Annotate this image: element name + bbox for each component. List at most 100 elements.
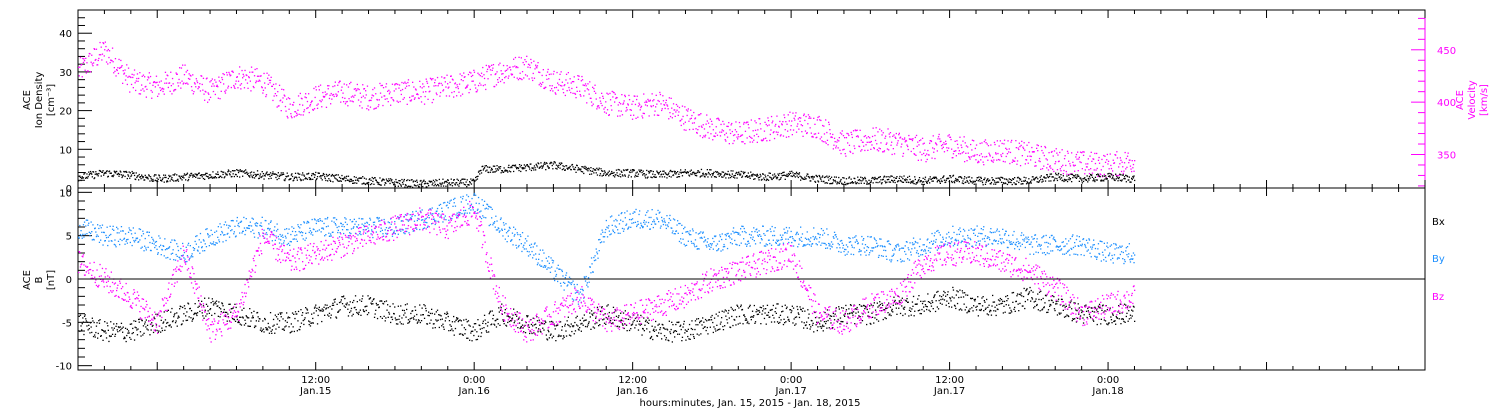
density-series-point: [995, 183, 997, 185]
velocity-series-point: [724, 139, 726, 141]
density-series-point: [801, 177, 804, 179]
density-series-point: [291, 175, 294, 178]
velocity-series-point: [704, 136, 706, 138]
density-series-point: [368, 178, 370, 181]
density-series-point: [232, 173, 234, 175]
density-series-point: [469, 182, 471, 184]
density-series-point: [1081, 180, 1083, 182]
density-series-point: [800, 179, 802, 181]
density-series-point: [969, 179, 971, 181]
density-series-point: [1021, 180, 1023, 182]
bx-series-point: [523, 331, 525, 333]
velocity-series-point: [781, 123, 783, 125]
velocity-series-point: [576, 90, 578, 92]
density-series-point: [890, 175, 892, 177]
bx-series-point: [407, 322, 409, 324]
bx-series-point: [719, 323, 722, 325]
density-series-point: [341, 174, 343, 177]
velocity-series-point: [605, 101, 607, 103]
density-series-point: [183, 177, 185, 179]
velocity-series-point: [819, 119, 821, 121]
density-series-point: [987, 178, 989, 180]
velocity-series-point: [1126, 155, 1129, 157]
velocity-series-point: [530, 58, 532, 61]
bx-series-point: [562, 335, 565, 337]
velocity-series-point: [936, 144, 938, 146]
velocity-series-point: [190, 75, 192, 77]
bx-series-point: [691, 320, 693, 322]
density-series-point: [893, 176, 895, 179]
density-series-point: [226, 174, 228, 176]
bx-series-point: [398, 315, 401, 317]
density-series-point: [222, 173, 224, 176]
velocity-series-point: [496, 71, 498, 73]
density-series-point: [475, 176, 477, 179]
bx-series-point: [564, 325, 566, 327]
velocity-series-point: [722, 130, 725, 132]
bx-series-point: [625, 324, 628, 326]
density-series-point: [385, 178, 388, 180]
velocity-series-point: [82, 57, 84, 60]
velocity-series-point: [394, 83, 396, 85]
density-series-point: [119, 173, 121, 175]
velocity-series-point: [193, 91, 195, 93]
density-series-point: [968, 176, 971, 178]
bx-series-point: [354, 306, 356, 309]
density-series-point: [516, 168, 518, 170]
bx-series-point: [434, 313, 436, 315]
bx-series-point: [581, 322, 583, 325]
velocity-series-point: [185, 82, 187, 85]
bx-series-point: [414, 306, 416, 308]
bx-series-point: [331, 308, 333, 310]
bx-series-point: [673, 330, 675, 332]
bx-series-point: [532, 317, 534, 319]
velocity-series-point: [788, 136, 790, 138]
density-series-point: [124, 175, 126, 178]
density-series-point: [205, 172, 207, 174]
bx-series-point: [621, 319, 623, 322]
velocity-series-point: [580, 80, 582, 82]
density-series-point: [953, 181, 955, 183]
density-series-point: [127, 174, 129, 176]
density-series-point: [535, 169, 537, 171]
density-series-point: [616, 172, 618, 174]
velocity-series-point: [580, 95, 582, 97]
density-tick-label: 20: [59, 107, 72, 118]
density-series-point: [912, 180, 915, 182]
density-series-point: [875, 181, 877, 184]
density-series-point: [949, 175, 952, 177]
bx-series-point: [454, 327, 457, 330]
velocity-series-point: [437, 85, 439, 87]
velocity-series-point: [746, 121, 748, 123]
velocity-series-point: [842, 149, 844, 151]
bx-series-point: [704, 318, 707, 321]
bx-series-point: [252, 317, 254, 319]
density-series-point: [579, 169, 581, 171]
velocity-series-point: [412, 95, 414, 97]
density-series-point: [965, 177, 968, 179]
density-series-point: [1125, 181, 1127, 183]
bx-series-point: [445, 317, 447, 319]
density-series-point: [633, 169, 635, 171]
density-series-point: [1087, 181, 1089, 183]
velocity-series-point: [853, 145, 855, 147]
velocity-series-point: [1006, 148, 1008, 151]
x-tick-label-date: Jan.17: [933, 386, 965, 397]
velocity-series-point: [487, 78, 489, 80]
density-series-point: [977, 177, 979, 179]
density-series-point: [1010, 181, 1012, 184]
velocity-series-point: [182, 83, 184, 85]
bx-series-point: [460, 333, 462, 335]
bx-series-point: [584, 319, 586, 321]
velocity-series-point: [332, 85, 334, 88]
density-series-point: [755, 174, 757, 176]
velocity-series-point: [450, 75, 452, 77]
velocity-series-point: [782, 135, 785, 137]
density-series-point: [144, 179, 146, 181]
velocity-series-point: [400, 93, 402, 96]
velocity-series-point: [337, 91, 339, 93]
density-series-point: [732, 170, 734, 172]
bx-series-point: [738, 307, 740, 309]
density-series-point: [968, 182, 970, 184]
density-series-point: [271, 173, 273, 175]
